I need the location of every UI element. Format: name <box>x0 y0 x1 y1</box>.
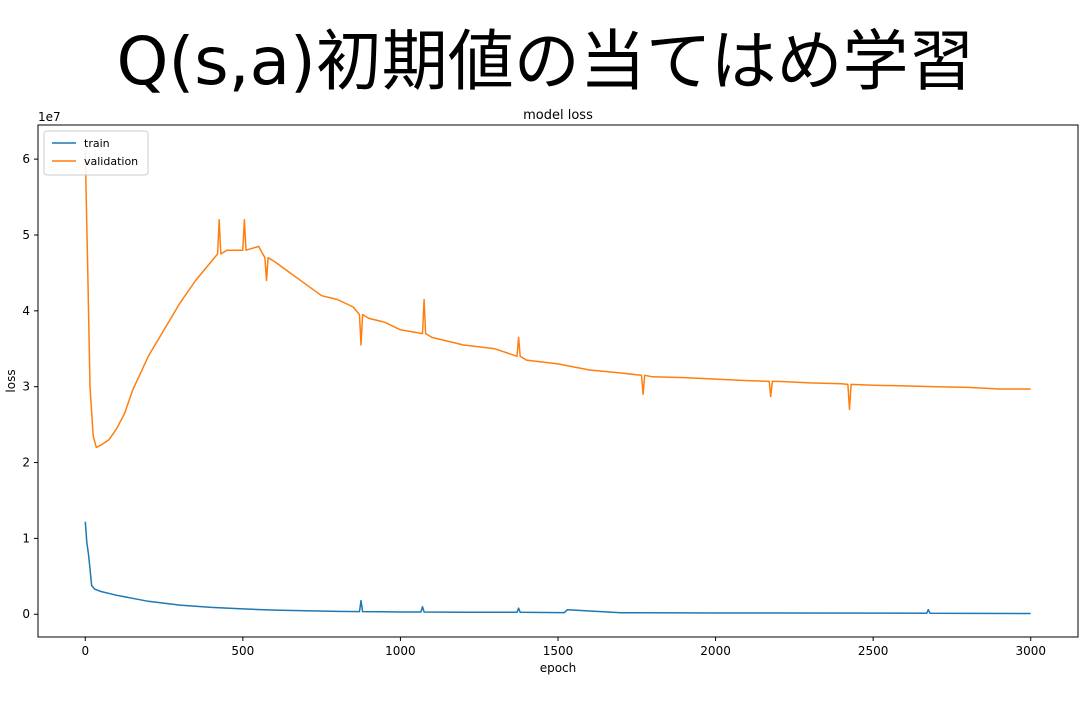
x-tick-label: 0 <box>81 644 89 658</box>
y-tick-label: 5 <box>22 228 30 242</box>
x-tick-label: 1000 <box>385 644 416 658</box>
slide-title: Q(s,a)初期値の当てはめ学習 <box>116 23 975 100</box>
y-axis-label: loss <box>4 369 18 392</box>
chart-title: model loss <box>523 108 593 123</box>
x-tick-label: 500 <box>231 644 254 658</box>
series-line-validation <box>84 151 1031 449</box>
x-tick-label: 2000 <box>700 644 731 658</box>
x-tick-label: 3000 <box>1015 644 1046 658</box>
x-tick-label: 2500 <box>858 644 889 658</box>
plot-frame <box>37 124 1079 638</box>
series-line-train <box>84 521 1031 615</box>
y-tick-label: 4 <box>22 304 30 318</box>
legend-label-train: train <box>84 137 110 150</box>
y-tick-label: 1 <box>22 531 30 545</box>
y-offset-label: 1e7 <box>38 110 61 124</box>
y-tick-label: 3 <box>22 380 30 394</box>
y-tick-label: 2 <box>22 456 30 470</box>
legend-label-validation: validation <box>84 155 138 168</box>
y-tick-label: 6 <box>22 152 30 166</box>
legend-box <box>43 130 149 176</box>
x-axis-label: epoch <box>540 661 577 675</box>
x-tick-label: 1500 <box>543 644 574 658</box>
y-tick-label: 0 <box>22 607 30 621</box>
